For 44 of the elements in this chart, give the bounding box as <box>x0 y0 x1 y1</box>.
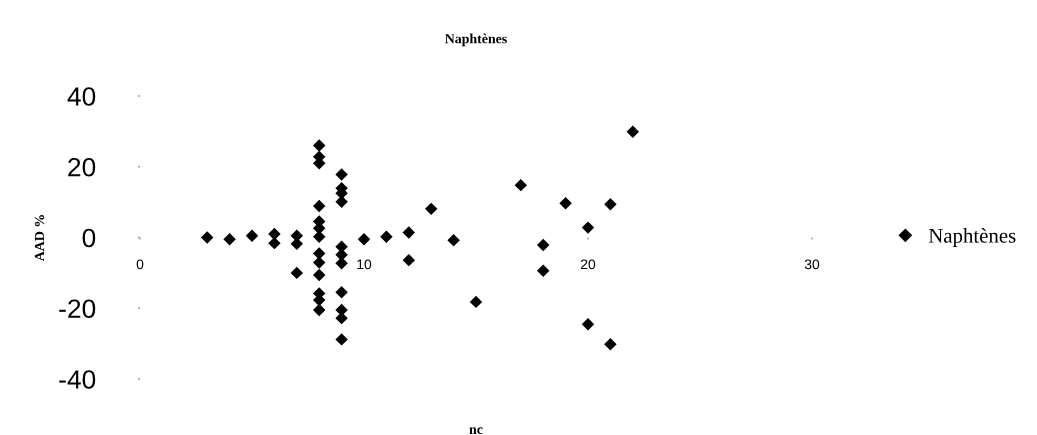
point <box>604 338 617 351</box>
legend-label: Naphtènes <box>928 228 1016 248</box>
point <box>290 237 304 251</box>
x-tick-label: 0 <box>136 259 144 270</box>
point <box>335 286 348 299</box>
x-axis-title: nc <box>469 427 483 435</box>
point <box>402 226 416 239</box>
point <box>312 268 326 282</box>
y-tick-label: 20 <box>68 157 96 177</box>
point <box>312 230 326 243</box>
point <box>424 202 438 216</box>
point <box>402 253 416 267</box>
point <box>581 317 595 331</box>
y-tick-label: 40 <box>67 87 96 106</box>
point <box>312 139 326 152</box>
x-tick-label: 30 <box>804 259 820 270</box>
x-tick-label: 10 <box>357 259 372 270</box>
point <box>536 264 550 277</box>
point <box>626 125 640 138</box>
point <box>268 236 281 250</box>
point <box>469 295 483 309</box>
point <box>559 196 572 210</box>
point <box>357 233 371 246</box>
point <box>514 178 528 192</box>
x-tick-label: 20 <box>580 259 596 270</box>
point <box>447 234 460 247</box>
point <box>245 229 259 242</box>
point <box>200 231 214 244</box>
y-tick-label: 0 <box>82 228 96 248</box>
point <box>312 256 326 269</box>
point <box>223 233 236 246</box>
point <box>536 238 550 252</box>
chart-title: Naphtènes <box>445 33 507 47</box>
point <box>312 303 326 317</box>
point <box>581 221 595 234</box>
point <box>312 199 326 213</box>
point <box>380 230 393 243</box>
y-tick-label: -40 <box>59 370 96 389</box>
point <box>335 168 348 181</box>
y-axis-title: AAD % <box>34 215 45 262</box>
point <box>290 266 304 280</box>
y-tick-label: -20 <box>59 299 96 319</box>
point <box>335 333 348 346</box>
point <box>604 198 617 211</box>
